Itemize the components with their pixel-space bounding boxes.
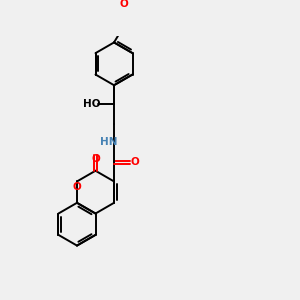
Text: O: O [130, 157, 139, 167]
Text: O: O [73, 182, 81, 192]
Text: O: O [120, 0, 128, 9]
Text: HN: HN [100, 136, 117, 147]
Text: O: O [91, 154, 100, 164]
Text: HO: HO [83, 100, 101, 110]
